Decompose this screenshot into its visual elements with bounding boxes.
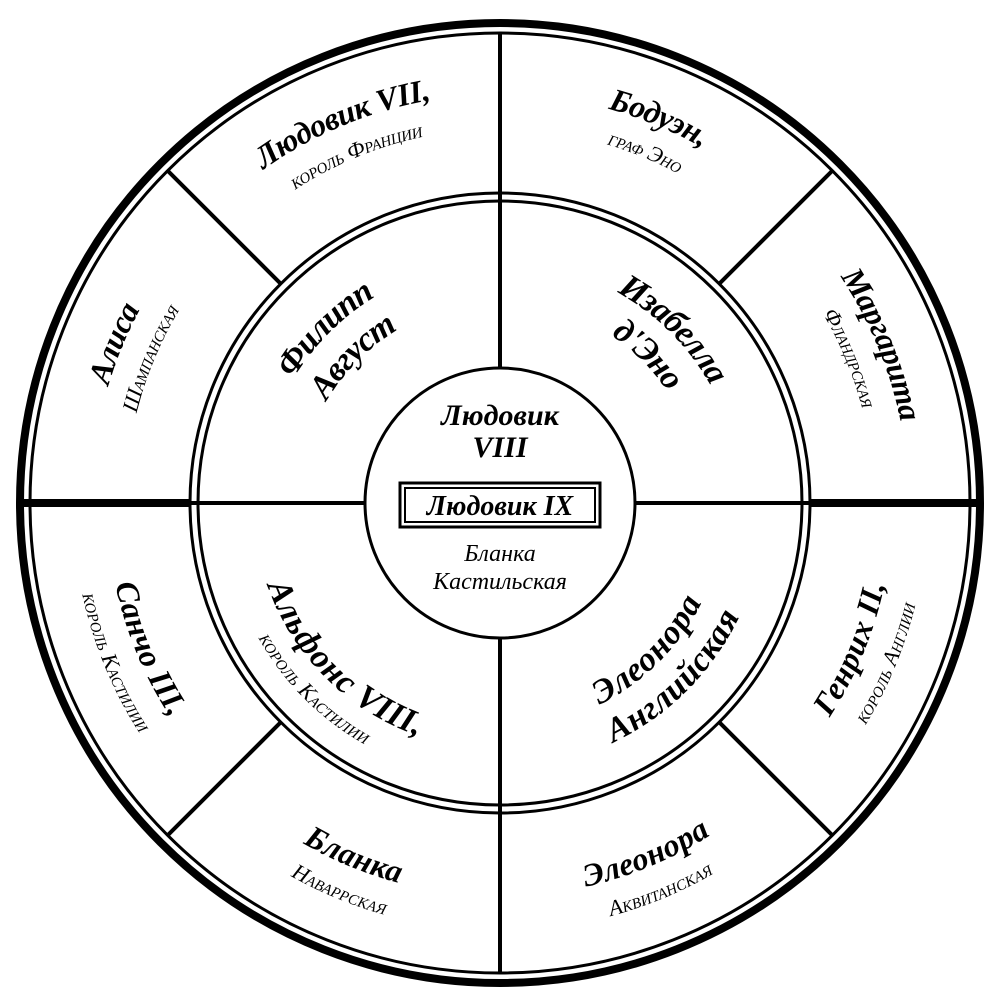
center-mother-line2: Кастильская (432, 569, 567, 595)
center-subject: Людовик IX (426, 491, 575, 522)
center-mother-line1: Бланка (463, 541, 535, 567)
center-father-line1: Людовик (439, 399, 559, 432)
genealogy-wheel: Изабеллад'ЭноФилиппАвгустАльфонс VIII,ко… (0, 0, 1000, 1006)
center-father-line2: VIII (472, 431, 528, 464)
